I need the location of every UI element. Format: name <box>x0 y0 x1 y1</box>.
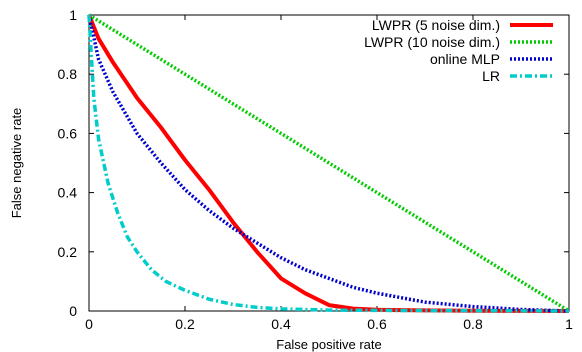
y-tick-label: 0.4 <box>58 185 78 201</box>
y-tick-label: 0.2 <box>58 244 78 260</box>
legend-label-1: LWPR (5 noise dim.) <box>372 17 500 33</box>
y-tick-label: 0.6 <box>58 125 78 141</box>
axis-ticks <box>88 14 570 312</box>
y-tick-label: 1 <box>69 7 77 23</box>
y-tick-label: 0.8 <box>58 66 78 82</box>
x-axis-label: False positive rate <box>276 337 382 352</box>
legend: LWPR (5 noise dim.)LWPR (10 noise dim.)o… <box>364 17 553 84</box>
y-tick-label: 0 <box>69 303 77 319</box>
tick-labels: 0 0.2 0.4 0.6 0.8 1 0 0.2 0.4 0.6 0.8 1 <box>58 7 574 332</box>
x-tick-label: 0.6 <box>367 316 387 332</box>
x-tick-label: 0.8 <box>463 316 483 332</box>
series-line-4 <box>87 14 570 313</box>
legend-label-4: LR <box>482 68 500 84</box>
legend-label-2: LWPR (10 noise dim.) <box>364 34 500 50</box>
x-tick-label: 0.4 <box>271 316 291 332</box>
series-lines <box>87 13 570 313</box>
series-line-3 <box>87 14 570 313</box>
legend-label-3: online MLP <box>430 51 500 67</box>
series-line-2 <box>88 13 570 313</box>
x-tick-label: 0 <box>85 316 93 332</box>
x-tick-label: 0.2 <box>175 316 195 332</box>
y-axis-label: False negative rate <box>9 108 24 219</box>
x-tick-label: 1 <box>565 316 573 332</box>
